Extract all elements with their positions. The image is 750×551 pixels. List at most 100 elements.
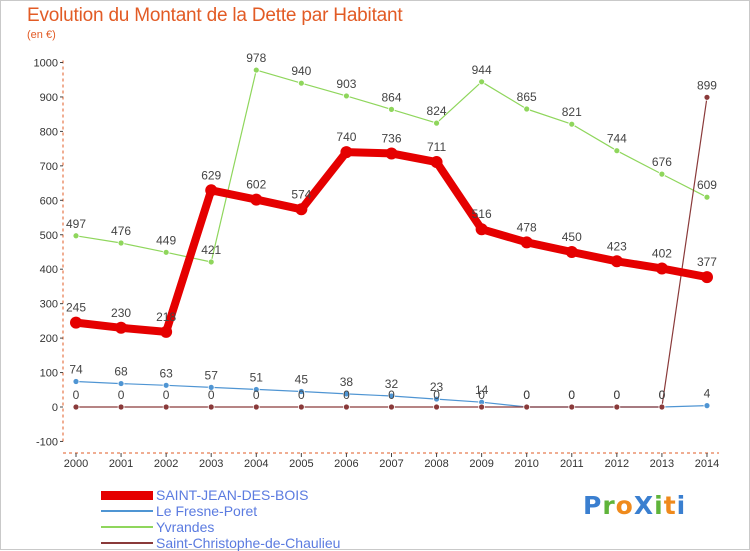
data-point [703, 402, 711, 410]
data-point [568, 120, 576, 128]
data-point [295, 203, 308, 216]
data-point [252, 386, 260, 393]
data-point [388, 403, 395, 411]
data-label: 245 [66, 301, 86, 315]
legend-swatch [101, 490, 153, 500]
data-label: 865 [517, 90, 537, 104]
data-label: 0 [613, 388, 620, 402]
data-label: 218 [156, 310, 176, 324]
y-tick-label: 700 [40, 161, 58, 173]
data-label: 0 [659, 388, 666, 402]
data-label: 978 [246, 51, 266, 65]
legend-label: Le Fresne-Poret [156, 503, 258, 519]
logo-letter: r [602, 491, 616, 520]
y-tick-label: -100 [36, 436, 58, 448]
data-label: 0 [523, 388, 530, 402]
data-label: 0 [253, 388, 260, 402]
data-label: 68 [114, 365, 128, 379]
legend-item: Le Fresne-Poret [101, 503, 340, 519]
x-tick-label: 2013 [650, 458, 674, 470]
data-point [252, 403, 260, 411]
x-tick-label: 2011 [560, 458, 584, 470]
data-point [475, 223, 488, 236]
data-point [297, 403, 305, 411]
data-point [340, 146, 353, 159]
data-label: 629 [201, 168, 221, 182]
x-tick-label: 2007 [379, 458, 403, 470]
data-label: 744 [607, 132, 627, 146]
data-label: 864 [381, 90, 401, 104]
x-tick-label: 2003 [199, 458, 223, 470]
data-point [207, 383, 215, 391]
x-tick-label: 2009 [469, 458, 493, 470]
data-label: 676 [652, 155, 672, 169]
data-point [117, 380, 125, 387]
x-tick-label: 2001 [109, 458, 133, 470]
data-point [343, 390, 350, 398]
logo-letter: t [663, 491, 677, 520]
data-label: 38 [340, 375, 354, 389]
data-label: 940 [291, 64, 311, 78]
data-label: 51 [250, 370, 264, 384]
x-tick-label: 2004 [244, 458, 268, 470]
data-point [162, 403, 170, 411]
data-label: 602 [246, 178, 266, 192]
x-tick-label: 2000 [64, 458, 88, 470]
data-label: 711 [427, 140, 446, 154]
data-label: 903 [336, 77, 356, 91]
legend-label: Yvrandes [156, 519, 215, 535]
data-label: 402 [652, 247, 672, 261]
data-point [568, 403, 576, 411]
data-label: 0 [208, 388, 215, 402]
x-tick-label: 2008 [424, 458, 448, 470]
data-point [252, 66, 260, 74]
data-label: 740 [336, 130, 356, 144]
data-label: 0 [613, 388, 620, 402]
legend-item: Yvrandes [101, 519, 340, 535]
data-point [523, 403, 531, 411]
legend-item: Saint-Christophe-de-Chaulieu [101, 535, 340, 551]
data-point [117, 403, 125, 411]
data-label: 476 [111, 224, 131, 238]
x-tick-label: 2005 [289, 458, 313, 470]
data-point [658, 170, 666, 178]
data-point [523, 105, 531, 113]
legend-item: SAINT-JEAN-DES-BOIS [101, 487, 340, 503]
data-point [207, 403, 215, 411]
data-label: 899 [697, 78, 717, 92]
data-label: 944 [472, 63, 492, 77]
logo-letter: i [676, 491, 687, 520]
value-labels: 74 68 63 57 51 45 38 32 23 14 0 0 0 0 4497476449421978… [66, 51, 717, 402]
data-point [72, 403, 80, 411]
data-point [700, 271, 713, 284]
y-tick-label: 1000 [34, 58, 58, 70]
data-label: 423 [607, 239, 627, 253]
data-point [520, 236, 533, 249]
data-point [655, 262, 668, 275]
chart-title: Evolution du Montant de la Dette par Hab… [27, 5, 403, 26]
data-label: 0 [163, 388, 170, 402]
data-label: 497 [66, 217, 86, 231]
data-point [207, 258, 215, 266]
data-label: 736 [381, 131, 401, 145]
data-point [385, 147, 398, 160]
data-point [297, 79, 305, 87]
y-tick-label: 600 [40, 195, 58, 207]
y-tick-label: 200 [40, 333, 58, 345]
legend: SAINT-JEAN-DES-BOIS Le Fresne-Poret Yvra… [101, 487, 340, 551]
data-point [565, 245, 578, 258]
data-point [115, 321, 128, 334]
data-point [160, 325, 173, 338]
data-point [343, 92, 350, 100]
axes: -100010020030040050060070080090010002000… [34, 58, 720, 471]
legend-swatch [101, 526, 153, 528]
data-label: 32 [385, 377, 399, 391]
data-label: 824 [427, 104, 447, 118]
y-tick-label: 400 [40, 264, 58, 276]
y-tick-label: 800 [40, 126, 58, 138]
logo-letter: P [583, 491, 603, 520]
x-tick-label: 2002 [154, 458, 178, 470]
data-label: 450 [562, 230, 582, 244]
